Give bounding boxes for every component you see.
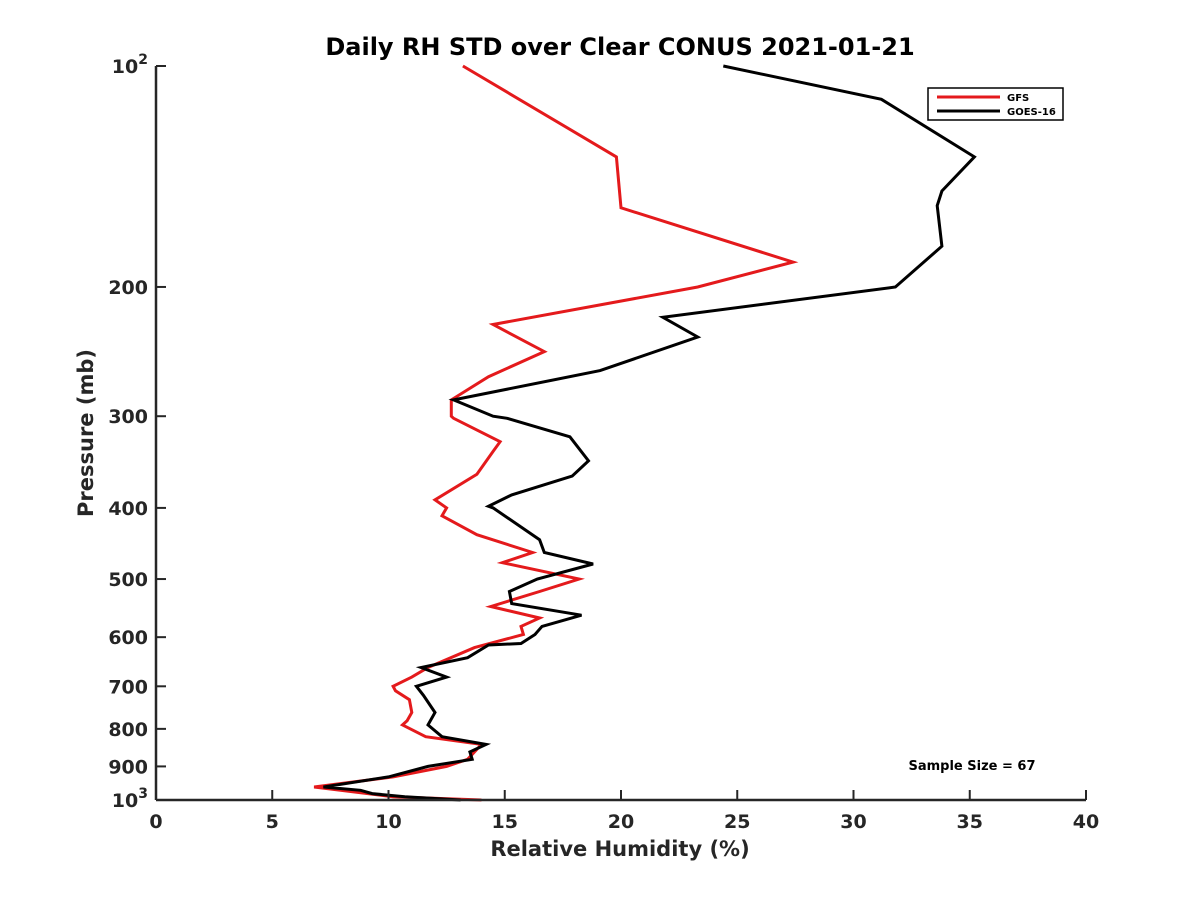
legend: GFS GOES-16 xyxy=(927,87,1064,121)
y-tick-label: 103 xyxy=(112,786,148,812)
x-tick-label: 25 xyxy=(724,811,750,833)
sample-size-annotation: Sample Size = 67 xyxy=(908,759,1035,774)
y-tick-label: 300 xyxy=(108,406,148,428)
legend-box xyxy=(927,87,1064,121)
x-tick-label: 20 xyxy=(608,811,634,833)
x-tick-label: 35 xyxy=(957,811,983,833)
y-tick-label: 500 xyxy=(108,569,148,591)
legend-label-goes-16: GOES-16 xyxy=(1007,107,1056,118)
y-tick-label: 900 xyxy=(108,756,148,778)
x-tick-label: 0 xyxy=(149,811,162,833)
axes: 0 5 10 15 20 25 30 35 40 102 200 300 400 500 600 700 800… xyxy=(108,52,1099,833)
y-tick-label: 400 xyxy=(108,498,148,520)
series-line-goes-16 xyxy=(323,64,977,802)
series-line-gfs xyxy=(313,64,799,802)
x-tick-label: 30 xyxy=(840,811,866,833)
x-axis-label: Relative Humidity (%) xyxy=(490,837,749,861)
plot-lines xyxy=(313,64,977,802)
y-tick-label: 200 xyxy=(108,277,148,299)
chart-title: Daily RH STD over Clear CONUS 2021-01-21 xyxy=(325,33,914,61)
y-tick-label: 800 xyxy=(108,719,148,741)
y-tick-label: 600 xyxy=(108,627,148,649)
x-tick-label: 10 xyxy=(375,811,401,833)
y-tick-label: 700 xyxy=(108,676,148,698)
y-axis-label: Pressure (mb) xyxy=(74,349,98,517)
x-tick-label: 15 xyxy=(492,811,518,833)
y-tick-label: 102 xyxy=(112,52,148,78)
x-tick-label: 40 xyxy=(1073,811,1099,833)
x-tick-label: 5 xyxy=(266,811,279,833)
legend-label-gfs: GFS xyxy=(1007,93,1029,104)
